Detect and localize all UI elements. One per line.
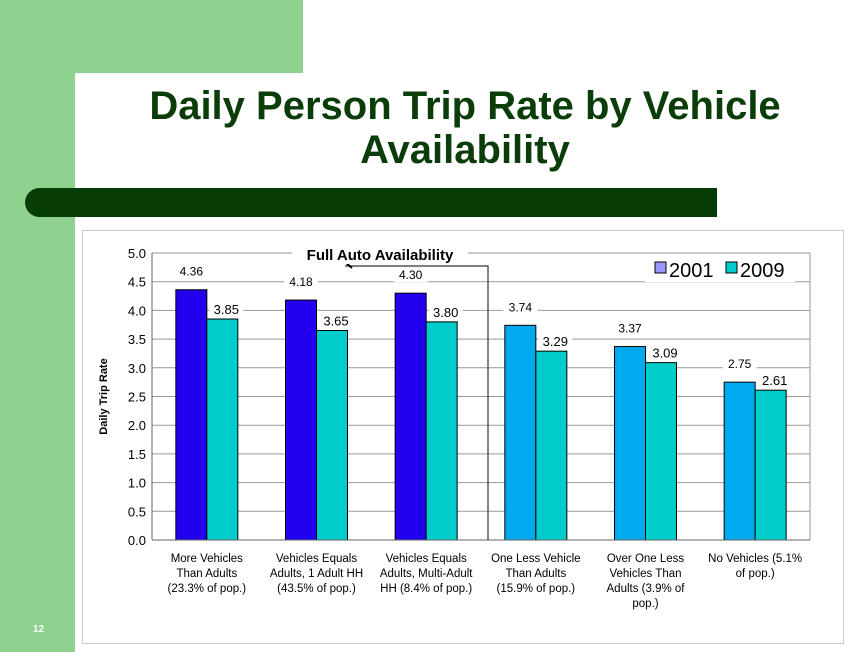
data-label: 4.18: [289, 275, 313, 289]
data-label-bg: [393, 267, 428, 283]
bar-2009: [206, 318, 239, 541]
data-label: 3.37: [618, 322, 642, 336]
y-tick-label: 2.0: [128, 418, 146, 433]
y-tick-label: 2.5: [128, 390, 146, 405]
data-label: 2.75: [728, 357, 752, 371]
data-label-bg: [757, 373, 792, 389]
legend-label-2001: 2001: [669, 260, 714, 282]
legend-swatch-2009: [725, 261, 738, 274]
data-label: 4.36: [180, 265, 204, 279]
data-label: 3.65: [323, 313, 348, 328]
x-tick-label: (23.3% of pop.): [168, 583, 247, 595]
chart-frame: [82, 230, 844, 644]
data-label-bg: [319, 313, 353, 329]
x-tick-label: Than Adults: [505, 568, 566, 580]
data-label: 3.85: [214, 302, 239, 317]
data-label: 2.61: [762, 373, 787, 388]
y-tick-label: 4.0: [128, 303, 146, 318]
bar-2001: [723, 381, 756, 541]
x-tick-label: Adults, 1 Adult HH: [270, 568, 363, 580]
y-tick-label: 3.5: [128, 332, 146, 347]
page-number: 12: [33, 624, 45, 635]
x-tick-label: Adults (3.9% of: [607, 583, 686, 595]
x-tick-label: One Less Vehicle: [491, 553, 581, 565]
y-axis-label: Daily Trip Rate: [98, 358, 110, 434]
bar-2009: [425, 321, 458, 541]
legend-label-2009: 2009: [740, 260, 785, 282]
bar-2009: [316, 329, 348, 541]
bar-2001: [175, 289, 208, 541]
x-tick-label: (15.9% of pop.): [497, 583, 576, 595]
x-tick-label: More Vehicles: [171, 553, 243, 565]
data-label: 3.09: [652, 346, 677, 361]
x-tick-label: (43.5% of pop.): [277, 583, 356, 595]
bar-2001: [285, 299, 317, 541]
green-accent-left: [0, 0, 75, 652]
x-tick-label: pop.): [632, 598, 658, 610]
bar-2001: [504, 324, 537, 541]
x-tick-label: of pop.): [736, 568, 775, 580]
title-underline-bar: [25, 188, 717, 217]
y-tick-label: 0.5: [128, 504, 146, 519]
data-label: 3.80: [433, 305, 458, 320]
y-tick-label: 5.0: [128, 246, 146, 261]
y-tick-label: 1.0: [128, 476, 146, 491]
x-tick-label: No Vehicles (5.1%: [708, 553, 802, 565]
annotation-bg: [292, 244, 468, 264]
y-tick-label: 1.5: [128, 447, 146, 462]
data-label-bg: [613, 320, 647, 336]
x-tick-label: Than Adults: [176, 568, 237, 580]
x-tick-label: Adults, Multi-Adult: [380, 568, 473, 580]
data-label-bg: [428, 304, 463, 320]
x-tick-label: Over One Less: [607, 553, 685, 565]
legend-box: [645, 256, 795, 282]
bar-2001: [394, 292, 427, 541]
y-tick-label: 3.0: [128, 361, 146, 376]
data-label-bg: [284, 274, 318, 290]
full-auto-divider: [345, 265, 489, 540]
y-tick-label: 4.5: [128, 275, 146, 290]
data-label-bg: [174, 263, 209, 279]
x-tick-label: Vehicles Equals: [276, 553, 357, 565]
data-label: 4.30: [399, 268, 423, 282]
legend-swatch-2001: [654, 261, 667, 274]
bar-2001: [614, 346, 646, 541]
annotation-full-auto: Full Auto Availability: [307, 247, 454, 264]
data-label: 3.74: [509, 300, 533, 314]
x-tick-label: Vehicles Than: [609, 568, 681, 580]
data-label-bg: [722, 356, 757, 372]
data-label-bg: [648, 345, 682, 361]
y-tick-label: 0.0: [128, 533, 146, 548]
bar-2009: [754, 389, 787, 541]
data-label-bg: [503, 299, 538, 315]
data-label: 3.29: [543, 334, 568, 349]
bar-2009: [645, 362, 677, 541]
data-label-bg: [538, 334, 573, 350]
data-label-bg: [209, 302, 244, 318]
x-tick-label: Vehicles Equals: [386, 553, 467, 565]
bar-2009: [535, 350, 568, 541]
slide-title: Daily Person Trip Rate by Vehicle Availa…: [149, 84, 781, 172]
x-tick-label: HH (8.4% of pop.): [380, 583, 472, 595]
